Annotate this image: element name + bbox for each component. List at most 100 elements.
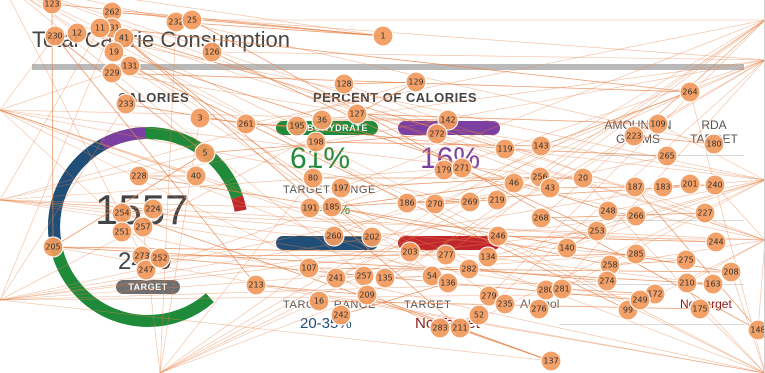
overlay-edge	[478, 60, 764, 316]
alcohol-target-label: TARGET	[404, 299, 452, 311]
overlay-node-label: 135	[377, 274, 392, 283]
overlay-node: 136	[437, 272, 459, 294]
overlay-node: 134	[477, 246, 499, 268]
overlay-node: 201	[679, 173, 701, 195]
overlay-node: 219	[486, 189, 508, 211]
overlay-node: 143	[530, 135, 552, 157]
overlay-node: 235	[494, 293, 516, 315]
overlay-node-label: 201	[682, 180, 697, 189]
overlay-edge	[333, 60, 764, 237]
overlay-node: 99	[617, 299, 639, 321]
overlay-node: 208	[720, 261, 742, 283]
overlay-node: 140	[556, 237, 578, 259]
overlay-node: 241	[325, 267, 347, 289]
table-rule	[598, 155, 744, 156]
overlay-node-label: 136	[440, 279, 455, 288]
overlay-edge	[487, 253, 637, 258]
overlay-edge	[627, 299, 641, 311]
overlay-edge	[343, 83, 764, 240]
overlay-node: 183	[652, 176, 674, 198]
overlay-node-label: 3	[197, 114, 202, 123]
overlay-node: 244	[705, 231, 727, 253]
overlay-edge	[343, 81, 417, 85]
overlay-edge	[497, 235, 764, 241]
overlay-node-label: 186	[399, 199, 414, 208]
overlay-node-label: 119	[497, 145, 512, 154]
overlay-node-label: 148	[750, 326, 765, 335]
overlay-node-label: 227	[697, 209, 712, 218]
overlay-node-label: 268	[533, 214, 548, 223]
overlay-edge	[607, 179, 764, 212]
overlay-node-label: 277	[438, 251, 453, 260]
overlay-node: 186	[396, 192, 418, 214]
overlay-edge	[566, 180, 764, 249]
alcohol-row-label: Alcohol	[520, 297, 560, 311]
overlay-edge	[255, 284, 368, 296]
overlay-edge	[308, 267, 732, 273]
overlay-node: 107	[298, 257, 320, 279]
overlay-edge	[488, 295, 506, 305]
overlay-edge	[318, 300, 701, 310]
overlay-edge	[245, 19, 764, 125]
overlay-node-label: 241	[328, 274, 343, 283]
overlay-edge	[335, 275, 365, 279]
calories-header: CALORIES	[118, 90, 190, 105]
rda-column-header: RDA TARGET	[690, 118, 738, 146]
overlay-node: 54	[421, 265, 443, 287]
fat-pill	[276, 236, 378, 250]
overlay-node-label: 43	[545, 184, 555, 193]
table-rule	[560, 284, 744, 285]
overlay-edge	[699, 308, 764, 373]
alcohol-no-target: No Target	[415, 315, 480, 332]
overlay-edge	[730, 271, 764, 371]
overlay-node-label: 282	[461, 265, 476, 274]
overlay-edge	[436, 133, 764, 240]
overlay-node-label: 187	[627, 183, 642, 192]
overlay-node: 266	[625, 205, 647, 227]
overlay-node-label: 127	[349, 110, 364, 119]
overlay-node: 258	[599, 254, 621, 276]
overlay-edge	[40, 0, 298, 127]
overlay-node: 265	[656, 145, 678, 167]
overlay-node-label: 46	[509, 179, 519, 188]
overlay-node-label: 99	[623, 306, 633, 315]
overlay-edge	[609, 239, 764, 266]
overlay-edge	[714, 184, 764, 240]
overlay-edge	[315, 141, 764, 373]
overlay-node-label: 249	[632, 296, 647, 305]
overlay-edge	[468, 268, 608, 282]
fat-percent: 16%	[420, 142, 481, 175]
overlay-node-label: 137	[543, 357, 558, 366]
overlay-node-label: 270	[427, 200, 442, 209]
fat-target-range-label: TARGET RANGE	[283, 299, 376, 311]
calories-consumed-value: 1557	[95, 186, 189, 233]
page-title: Total Calorie Consumption	[32, 27, 291, 52]
overlay-node: 135	[374, 267, 396, 289]
overlay-node: 264	[679, 81, 701, 103]
overlay-node: 129	[405, 71, 427, 93]
overlay-node: 43	[539, 177, 561, 199]
overlay-node: 148	[747, 319, 765, 341]
overlay-edge	[443, 169, 764, 241]
overlay-edge	[384, 275, 433, 279]
carbohydrate-pill: CARBOHYDRATE	[276, 121, 378, 135]
overlay-node: 240	[704, 174, 726, 196]
overlay-edge	[582, 177, 764, 373]
overlay-node: 285	[625, 243, 647, 265]
table-rule	[560, 324, 744, 325]
overlay-edge	[561, 180, 764, 290]
carbohydrate-target-range: 45-65%	[302, 201, 351, 217]
overlay-node-label: 285	[628, 250, 643, 259]
overlay-edge	[406, 199, 498, 204]
overlay-node: 262	[101, 1, 123, 23]
overlay-edge	[331, 206, 764, 373]
overlay-edge	[538, 60, 764, 310]
overlay-node: 253	[586, 220, 608, 242]
overlay-edge	[125, 103, 247, 125]
overlay-edge	[211, 51, 598, 232]
fat-target-range: 20-35%	[300, 315, 352, 332]
overlay-edge	[504, 148, 764, 181]
overlay-node-label: 140	[559, 244, 574, 253]
calories-target-pill: TARGET	[116, 280, 180, 294]
